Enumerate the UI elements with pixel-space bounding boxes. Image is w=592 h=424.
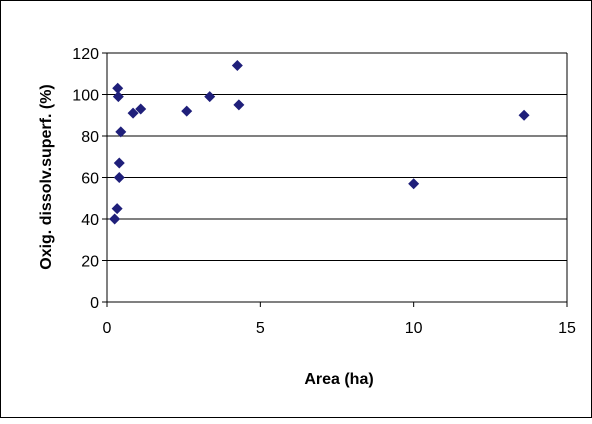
y-tick-label-80: 80 bbox=[81, 129, 99, 146]
data-point-14 bbox=[518, 109, 530, 121]
y-tick-label-20: 20 bbox=[81, 254, 99, 271]
data-point-3 bbox=[112, 91, 124, 103]
data-point-4 bbox=[113, 157, 125, 169]
data-point-1 bbox=[111, 203, 123, 215]
y-tick-label-100: 100 bbox=[72, 88, 99, 105]
tick-labels: 0 20 40 60 80 100 120 0 5 10 15 bbox=[72, 46, 576, 337]
data-point-5 bbox=[113, 172, 125, 183]
data-point-2 bbox=[112, 82, 124, 94]
x-tick-label-15: 15 bbox=[558, 320, 576, 337]
gridlines bbox=[107, 52, 567, 261]
y-tick-label-40: 40 bbox=[81, 212, 99, 229]
data-point-10 bbox=[204, 91, 216, 103]
y-tick-label-0: 0 bbox=[90, 295, 99, 312]
data-point-7 bbox=[127, 107, 139, 119]
data-point-8 bbox=[135, 103, 147, 115]
data-point-6 bbox=[115, 126, 127, 138]
y-tick-label-60: 60 bbox=[81, 171, 99, 188]
data-point-9 bbox=[181, 105, 193, 117]
x-axis-label: Area (ha) bbox=[304, 371, 373, 388]
x-tick-label-5: 5 bbox=[256, 320, 265, 337]
x-tick-label-10: 10 bbox=[405, 320, 423, 337]
data-point-0 bbox=[109, 213, 121, 225]
data-point-13 bbox=[408, 178, 420, 190]
y-axis-label: Oxig. dissolv.superf. (%) bbox=[38, 84, 55, 270]
y-tick-label-120: 120 bbox=[72, 46, 99, 63]
data-point-12 bbox=[233, 99, 245, 111]
data-point-11 bbox=[231, 59, 243, 71]
axes bbox=[102, 52, 568, 307]
x-tick-label-0: 0 bbox=[103, 320, 112, 337]
data-points bbox=[109, 59, 530, 225]
